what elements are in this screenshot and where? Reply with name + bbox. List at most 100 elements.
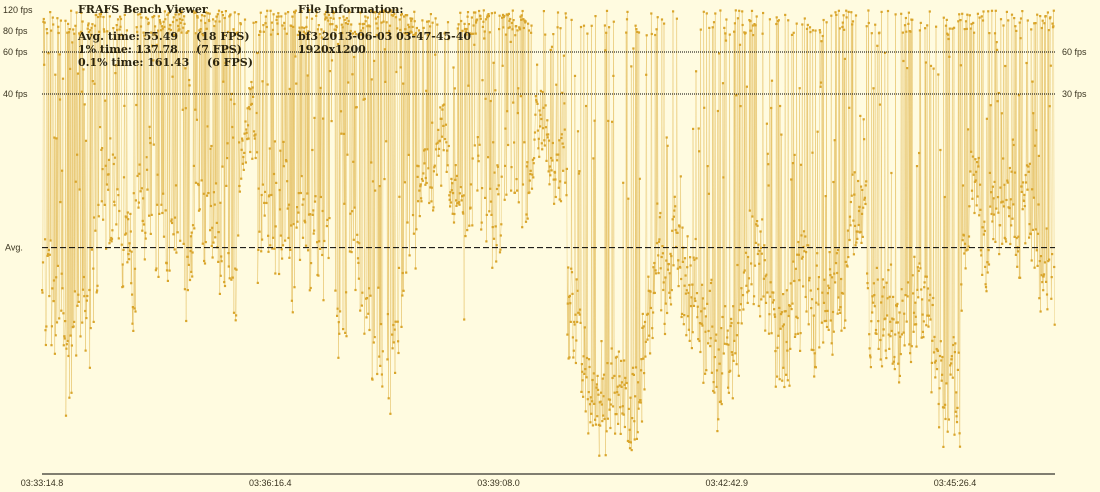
frame-sample: [316, 241, 319, 244]
frame-sample: [516, 189, 519, 192]
frame-sample: [420, 200, 423, 203]
frame-sample: [156, 173, 159, 176]
frame-sample: [976, 195, 979, 198]
frame-sample: [584, 368, 587, 371]
frame-sample: [178, 28, 181, 31]
frame-sample: [485, 213, 488, 216]
frame-sample: [399, 66, 402, 69]
frame-sample: [157, 275, 160, 278]
frame-sample: [458, 203, 461, 206]
frame-sample: [1011, 138, 1014, 141]
frame-sample: [791, 302, 794, 305]
frame-sample: [669, 296, 672, 299]
frame-sample: [924, 61, 927, 64]
frame-sample: [1019, 276, 1022, 279]
frame-sample: [700, 310, 703, 313]
frame-sample: [594, 15, 597, 18]
frame-sample: [83, 295, 86, 298]
frame-sample: [89, 327, 92, 330]
frame-sample: [966, 13, 969, 16]
frame-sample: [586, 398, 589, 401]
y-tick-label: 60 fps: [3, 47, 28, 57]
frame-sample: [220, 260, 223, 263]
frame-sample: [789, 282, 792, 285]
frame-sample: [692, 127, 695, 130]
frame-sample: [996, 196, 1000, 199]
frame-sample: [649, 352, 652, 355]
frame-sample: [419, 183, 422, 186]
frame-sample: [509, 17, 512, 21]
frame-sample: [982, 10, 985, 13]
frame-sample: [716, 109, 719, 113]
frame-sample: [988, 171, 991, 174]
frame-sample: [494, 225, 497, 228]
frame-sample: [745, 284, 748, 287]
frame-sample: [815, 301, 818, 304]
frame-sample: [281, 257, 284, 260]
frame-sample: [1003, 183, 1006, 186]
frame-sample: [950, 362, 953, 365]
frame-sample: [615, 355, 618, 358]
frame-sample: [144, 237, 147, 240]
frame-sample: [343, 18, 346, 21]
frame-sample: [780, 133, 783, 136]
frame-sample: [990, 9, 994, 12]
frame-sample: [722, 352, 725, 355]
frame-sample: [636, 30, 639, 33]
frame-sample: [750, 262, 753, 265]
frame-sample: [442, 124, 445, 127]
frame-sample: [754, 241, 757, 244]
frame-sample: [1030, 259, 1033, 262]
frame-sample: [64, 414, 68, 417]
frame-sample: [692, 304, 696, 307]
frame-sample: [328, 70, 331, 73]
frame-sample: [232, 136, 235, 139]
frame-sample: [622, 181, 625, 184]
frame-sample: [934, 359, 937, 362]
frame-sample: [1053, 265, 1056, 269]
frame-sample: [222, 33, 225, 36]
frame-sample: [892, 360, 895, 363]
frame-sample: [308, 289, 311, 292]
frame-sample: [345, 291, 348, 294]
frame-sample: [1047, 260, 1050, 263]
frame-sample: [160, 29, 163, 32]
frame-sample: [303, 26, 306, 30]
frame-sample: [756, 220, 759, 223]
frame-sample: [115, 223, 118, 226]
frame-sample: [942, 16, 945, 19]
frame-sample: [404, 14, 407, 17]
frame-sample: [60, 272, 63, 275]
frame-sample: [393, 13, 396, 16]
frame-sample: [130, 282, 133, 285]
frame-sample: [652, 311, 655, 314]
frame-sample: [784, 13, 787, 16]
frame-sample: [633, 438, 636, 441]
frame-sample: [406, 32, 409, 35]
frame-sample: [873, 305, 876, 308]
frame-sample: [799, 349, 802, 352]
frame-sample: [793, 153, 796, 156]
frame-sample: [755, 15, 758, 18]
frame-sample: [981, 273, 984, 276]
frame-sample: [357, 277, 360, 280]
frame-sample: [519, 15, 522, 18]
frame-sample: [297, 192, 300, 195]
frame-sample: [645, 73, 648, 76]
frame-sample: [307, 249, 310, 252]
frame-sample: [166, 13, 169, 16]
frame-sample: [913, 255, 916, 258]
frame-sample: [507, 12, 510, 15]
frame-sample: [287, 11, 290, 14]
frame-sample: [541, 148, 544, 151]
frame-sample: [534, 113, 537, 116]
frame-sample: [393, 328, 396, 331]
frame-sample: [238, 190, 241, 193]
frame-sample: [162, 235, 166, 238]
frame-sample: [912, 292, 915, 295]
frame-sample: [360, 33, 363, 36]
frame-sample: [999, 186, 1002, 189]
frame-sample: [998, 253, 1001, 256]
frame-sample: [824, 310, 827, 313]
frame-sample: [796, 253, 799, 256]
